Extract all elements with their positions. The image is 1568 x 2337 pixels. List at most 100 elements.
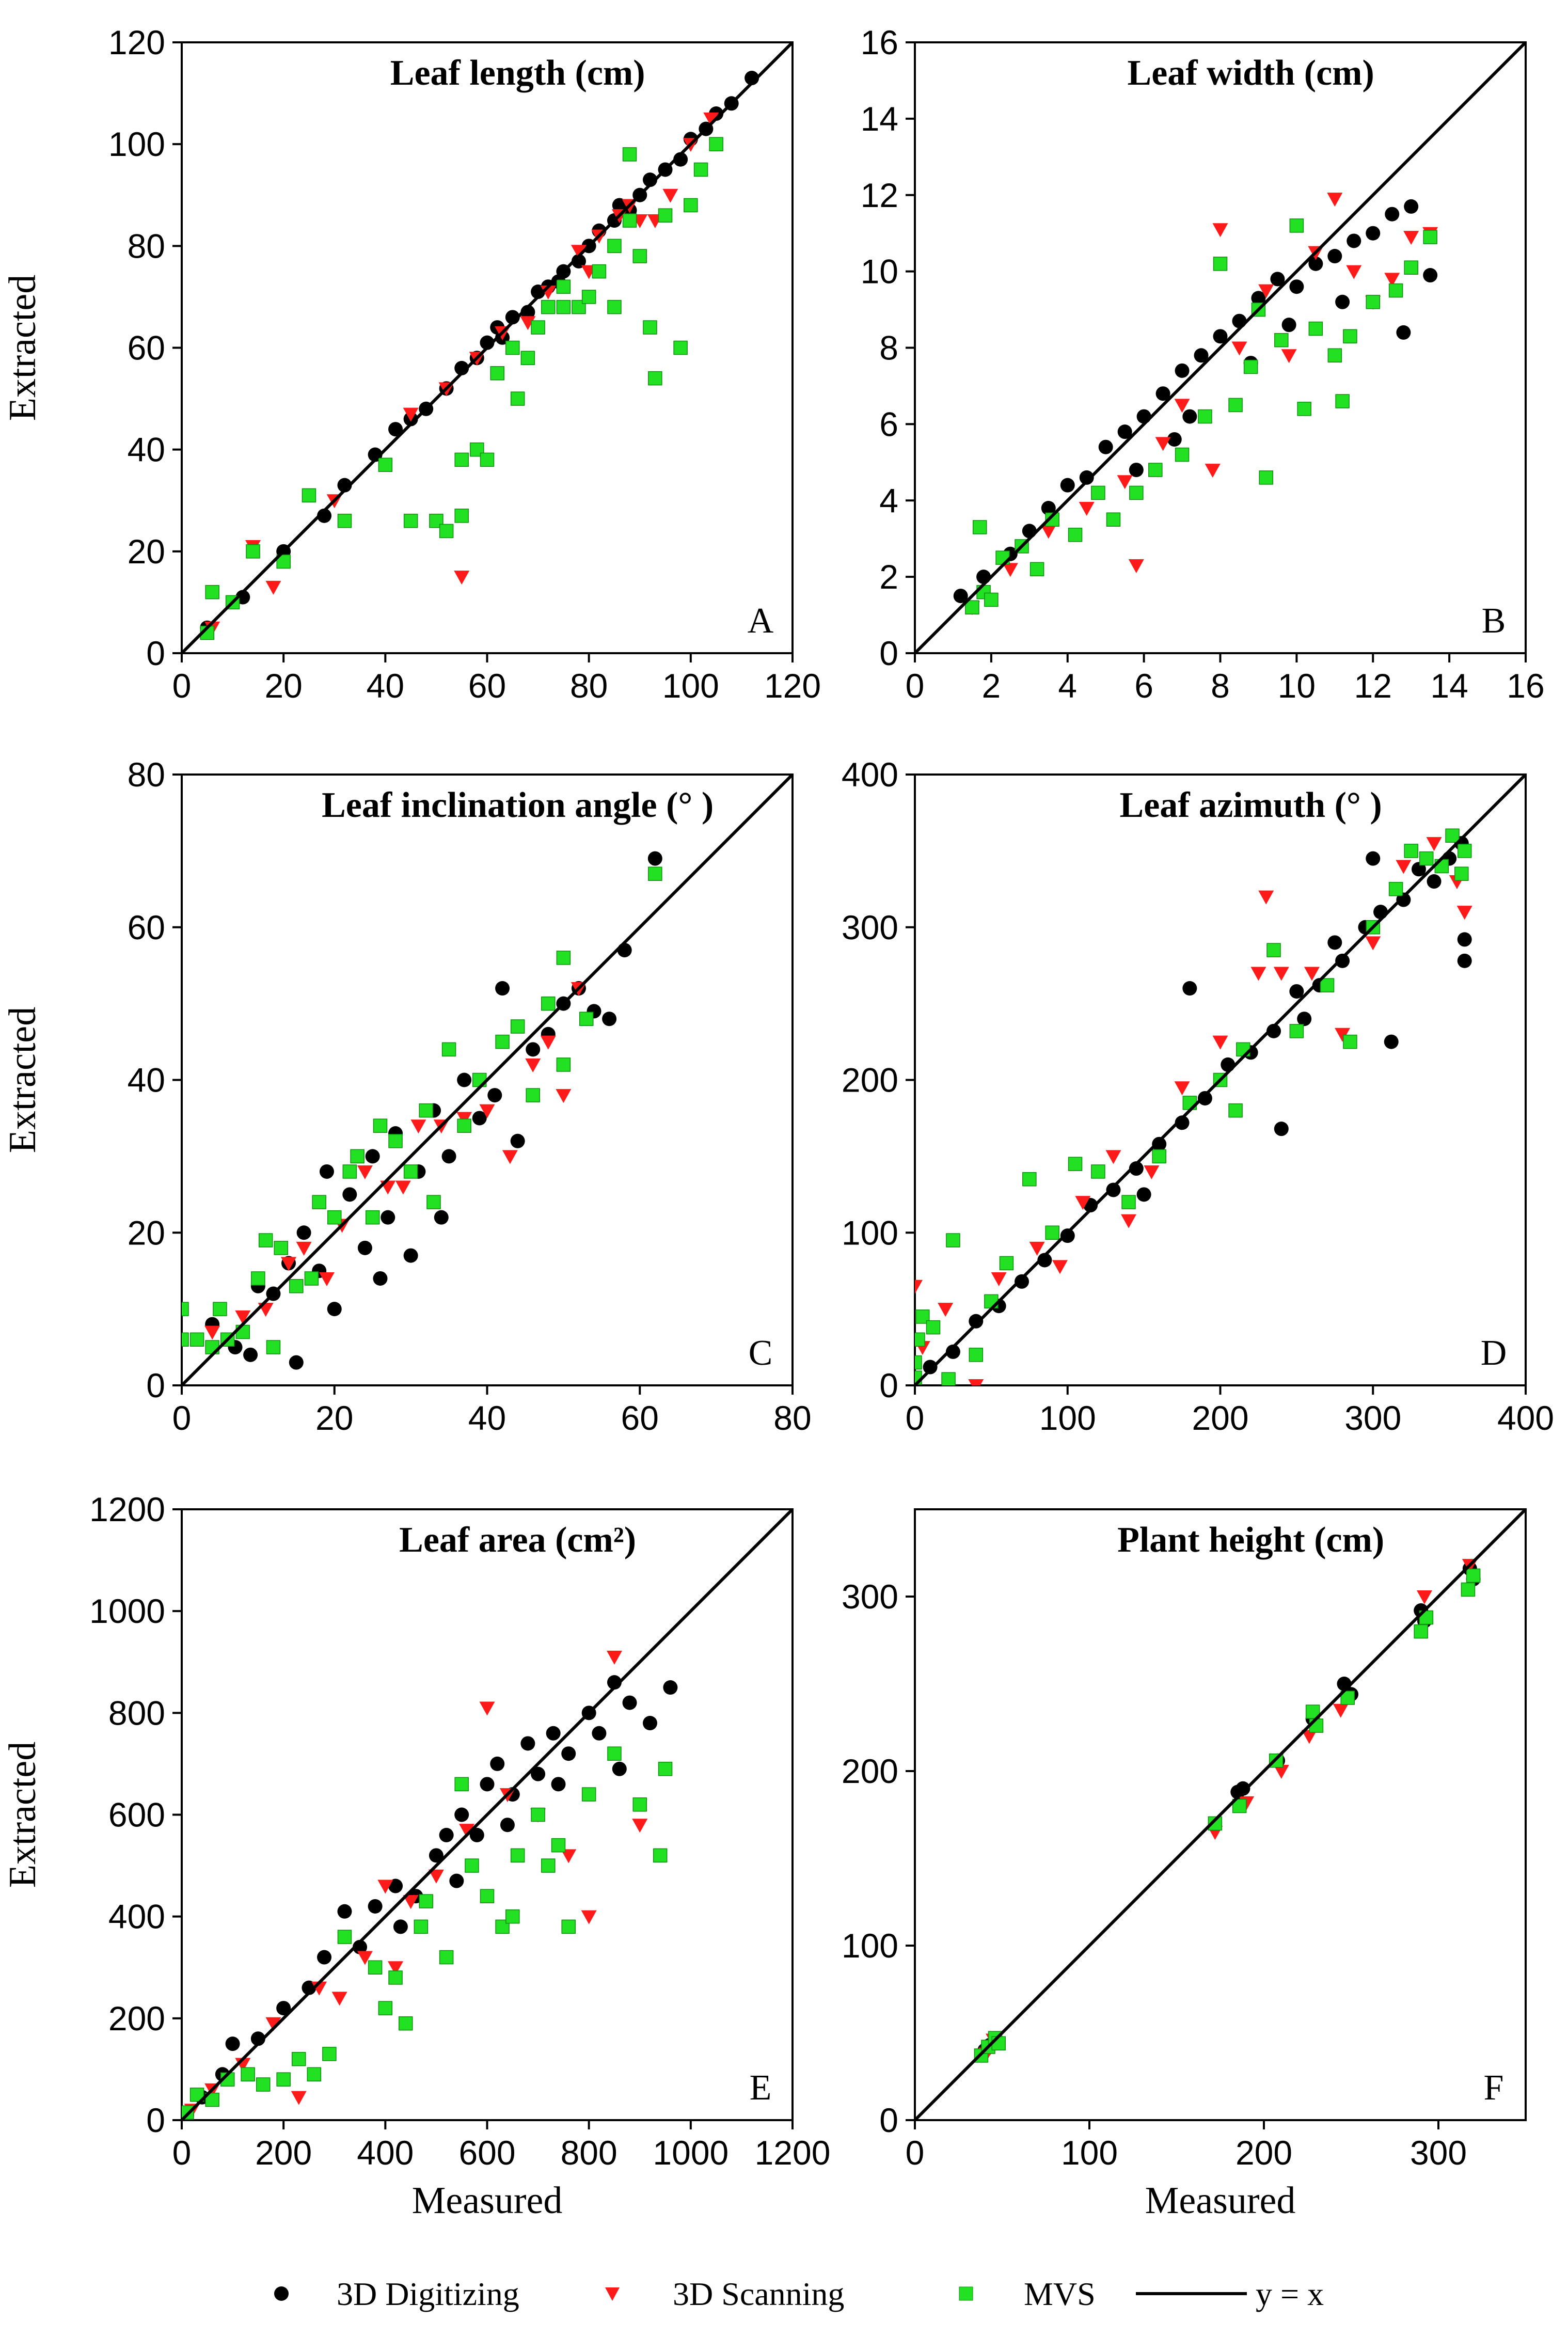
panel-title-a: Leaf length (cm) <box>390 53 645 93</box>
point-3d-digitizing <box>1221 1057 1236 1072</box>
point-3d-scanning <box>410 1119 426 1134</box>
point-mvs <box>480 1889 495 1903</box>
point-mvs <box>276 2072 291 2087</box>
point-3d-digitizing <box>434 1210 449 1225</box>
x-axis-label-f: Measured <box>1145 2180 1296 2222</box>
point-mvs <box>991 2036 1006 2051</box>
point-3d-digitizing <box>1266 1023 1281 1038</box>
point-3d-digitizing <box>1136 409 1151 424</box>
point-3d-digitizing <box>1297 1012 1312 1027</box>
point-mvs <box>1289 1024 1304 1038</box>
y-tick-label-e: 1200 <box>89 1490 165 1528</box>
panel-e: 0 200 400 600 800 1000 1200 0 200 400 600 800 1000 12… <box>2 1490 830 2222</box>
y-axis-label-a: Extracted <box>2 275 44 421</box>
point-3d-digitizing <box>602 1012 617 1027</box>
legend: 3D Digitizing 3D Scanning MVS y = x <box>274 2276 1324 2312</box>
y-tick-label-a: 0 <box>146 634 165 672</box>
point-3d-scanning <box>1327 193 1343 207</box>
y-tick-label-e: 0 <box>146 2101 165 2139</box>
point-mvs <box>1309 1718 1324 1733</box>
y-axis-label-c: Extracted <box>2 1007 44 1154</box>
point-3d-digitizing <box>243 1347 258 1362</box>
point-mvs <box>1335 394 1350 408</box>
y-tick-label-c: 60 <box>128 908 165 946</box>
point-mvs <box>1327 348 1342 363</box>
point-3d-digitizing <box>1366 226 1381 241</box>
point-mvs <box>1419 851 1434 866</box>
y-tick-label-c: 20 <box>128 1213 165 1252</box>
reference-line-d <box>915 775 1526 1385</box>
point-3d-digitizing <box>1427 874 1442 889</box>
point-3d-scanning <box>520 316 536 330</box>
x-tick-label-a: 40 <box>367 667 404 705</box>
y-tick-label-f: 100 <box>842 1927 898 1965</box>
point-mvs <box>307 2067 322 2082</box>
point-3d-scanning <box>1403 231 1419 245</box>
x-tick-label-b: 4 <box>1058 667 1077 705</box>
point-mvs <box>1457 844 1472 858</box>
point-3d-digitizing <box>393 1919 408 1934</box>
point-mvs <box>1289 218 1304 233</box>
point-3d-digitizing <box>317 1950 332 1965</box>
point-3d-digitizing <box>1182 981 1197 996</box>
point-3d-digitizing <box>1396 325 1411 340</box>
y-tick-label-d: 100 <box>842 1213 898 1252</box>
point-mvs <box>648 866 662 881</box>
point-3d-digitizing <box>454 1807 469 1822</box>
x-tick-label-b: 14 <box>1430 667 1468 705</box>
point-3d-scanning <box>204 1325 220 1340</box>
point-3d-digitizing <box>1289 984 1304 999</box>
point-3d-digitizing <box>1385 207 1400 222</box>
point-3d-scanning <box>1396 860 1412 874</box>
point-mvs <box>622 147 637 162</box>
point-3d-scanning <box>991 1272 1007 1286</box>
point-mvs <box>607 239 622 254</box>
legend-marker-3d-scanning <box>605 2287 620 2301</box>
point-mvs <box>1068 528 1083 542</box>
y-tick-label-b: 16 <box>861 23 898 61</box>
point-3d-digitizing <box>953 589 968 604</box>
panel-a: 0 20 40 60 80 100 120 0 20 40 60 80 100 120 Leaf lengt… <box>2 23 821 705</box>
point-mvs <box>520 351 535 365</box>
point-mvs <box>322 2047 337 2061</box>
point-3d-digitizing <box>276 2001 291 2016</box>
point-3d-digitizing <box>1335 294 1350 309</box>
point-3d-digitizing <box>647 851 662 866</box>
panel-c: 0 20 40 60 80 0 20 40 60 80 Leaf inclination angle… <box>2 755 812 1437</box>
point-3d-scanning <box>1105 1150 1121 1164</box>
point-3d-digitizing <box>1251 291 1266 306</box>
y-tick-label-e: 800 <box>108 1694 165 1732</box>
point-mvs <box>693 162 708 177</box>
point-3d-scanning <box>556 1089 572 1103</box>
panel-letter-c: C <box>749 1333 773 1373</box>
point-mvs <box>1343 1034 1357 1049</box>
y-tick-label-e: 1000 <box>89 1592 165 1630</box>
point-mvs <box>480 452 495 467</box>
point-3d-scanning <box>632 1819 648 1833</box>
x-tick-label-b: 12 <box>1354 667 1392 705</box>
point-mvs <box>399 2016 413 2031</box>
point-3d-scanning <box>1273 1765 1289 1779</box>
legend-label-3d-scanning: 3D Scanning <box>673 2276 844 2312</box>
point-3d-digitizing <box>368 1899 383 1914</box>
x-tick-label-a: 80 <box>570 667 608 705</box>
point-3d-digitizing <box>1457 953 1472 968</box>
point-mvs <box>505 1909 520 1924</box>
point-3d-scanning <box>1205 464 1221 478</box>
point-mvs <box>1228 1103 1243 1118</box>
y-tick-label-f: 0 <box>879 2101 898 2139</box>
point-mvs <box>258 1233 273 1248</box>
point-3d-scanning <box>1416 1590 1432 1604</box>
point-3d-scanning <box>265 580 281 595</box>
legend-marker-3d-digitizing <box>274 2286 289 2301</box>
x-tick-label-f: 100 <box>1061 2134 1118 2172</box>
point-3d-scanning <box>571 245 587 259</box>
y-tick-label-c: 0 <box>146 1366 165 1404</box>
x-tick-label-c: 40 <box>468 1399 506 1437</box>
point-3d-digitizing <box>1175 1115 1190 1130</box>
x-tick-label-e: 0 <box>172 2134 192 2172</box>
point-3d-scanning <box>1301 1730 1317 1744</box>
reference-line-b <box>915 42 1526 653</box>
